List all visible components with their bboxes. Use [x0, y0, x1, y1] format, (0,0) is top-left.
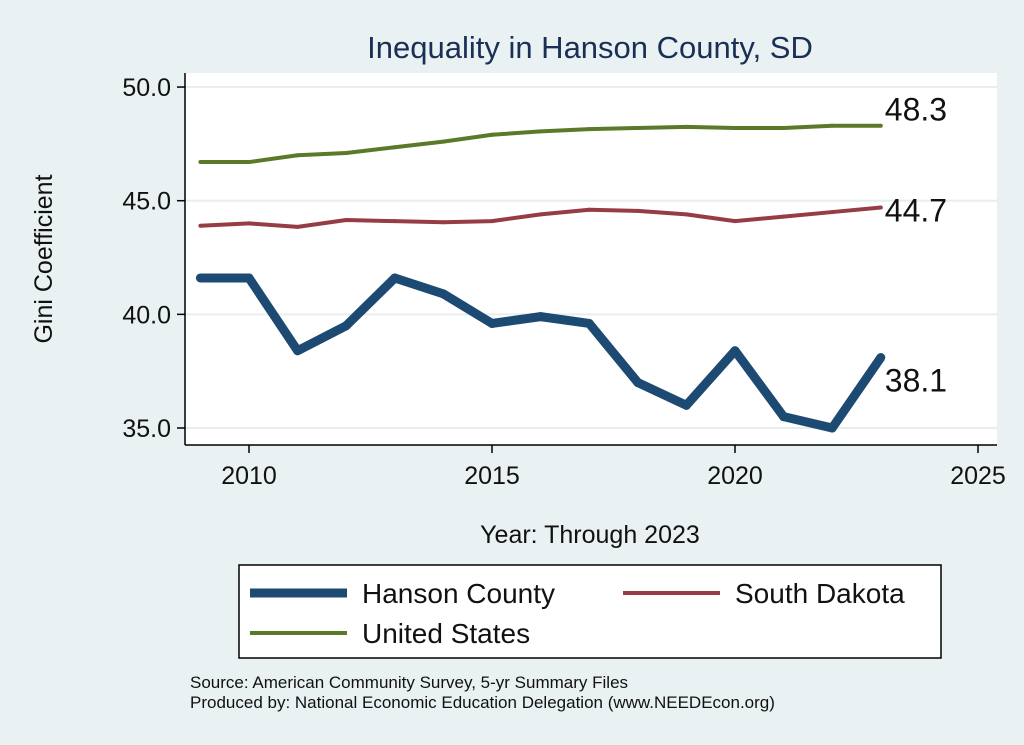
x-axis-title: Year: Through 2023	[480, 521, 700, 549]
data-point-united-states	[684, 124, 689, 129]
data-point-south-dakota	[635, 208, 640, 213]
data-point-south-dakota	[490, 219, 494, 224]
data-point-south-dakota	[295, 224, 300, 229]
data-point-south-dakota	[781, 214, 786, 219]
data-point-hanson-county	[438, 289, 448, 299]
data-point-hanson-county	[487, 318, 497, 328]
y-tick-label: 35.0	[122, 415, 171, 443]
y-tick-label: 50.0	[122, 74, 171, 102]
data-point-hanson-county	[681, 400, 691, 410]
data-point-united-states	[392, 145, 397, 150]
legend-label-united-states: United States	[362, 618, 530, 649]
data-point-hanson-county	[876, 353, 886, 363]
legend-label-south-dakota: South Dakota	[735, 578, 905, 609]
data-point-south-dakota	[198, 223, 203, 228]
data-point-united-states	[587, 127, 592, 132]
axes	[184, 73, 997, 446]
data-point-south-dakota	[441, 220, 446, 225]
end-label-united-states: 48.3	[885, 92, 947, 128]
legend: Hanson County South Dakota United States	[238, 564, 942, 659]
x-tick-label: 2010	[221, 462, 277, 490]
data-point-united-states	[295, 153, 300, 158]
data-point-hanson-county	[195, 273, 205, 283]
data-point-united-states	[878, 123, 883, 128]
data-point-hanson-county	[390, 273, 400, 283]
y-axis-ticks: 35.0 40.0 45.0 50.0	[122, 74, 185, 443]
produced-by-line: Produced by: National Economic Education…	[190, 693, 775, 712]
data-point-hanson-county	[244, 273, 254, 283]
end-label-south-dakota: 44.7	[885, 193, 947, 229]
data-point-south-dakota	[878, 205, 883, 210]
y-tick-label: 45.0	[122, 188, 171, 216]
data-point-united-states	[635, 125, 640, 130]
data-point-hanson-county	[341, 321, 351, 331]
legend-box	[238, 564, 942, 659]
data-point-united-states	[441, 139, 446, 144]
chart-title: Inequality in Hanson County, SD	[367, 30, 813, 65]
data-point-hanson-county	[730, 346, 740, 356]
y-axis-title: Gini Coefficient	[30, 174, 58, 343]
data-point-south-dakota	[733, 219, 737, 224]
data-point-hanson-county	[584, 318, 594, 328]
data-point-united-states	[781, 125, 786, 130]
data-point-hanson-county	[779, 412, 789, 422]
x-tick-label: 2015	[464, 462, 520, 490]
data-point-south-dakota	[538, 212, 543, 217]
y-tick-label: 40.0	[122, 301, 171, 329]
x-axis-ticks: 2010 2015 2020 2025	[221, 445, 1006, 490]
series-lines	[195, 123, 886, 433]
end-labels: 38.1 44.7 48.3	[885, 92, 947, 399]
data-point-united-states	[490, 132, 494, 137]
data-point-south-dakota	[587, 207, 592, 212]
data-point-south-dakota	[392, 219, 397, 224]
data-point-united-states	[538, 129, 543, 134]
data-point-united-states	[198, 160, 203, 165]
data-point-united-states	[830, 123, 835, 128]
data-point-south-dakota	[684, 212, 689, 217]
data-point-hanson-county	[536, 312, 546, 322]
x-tick-label: 2020	[707, 462, 763, 490]
data-point-united-states	[733, 125, 737, 130]
legend-label-hanson-county: Hanson County	[362, 578, 555, 609]
x-tick-label: 2025	[950, 462, 1006, 490]
data-point-united-states	[247, 160, 251, 165]
end-label-hanson-county: 38.1	[885, 363, 947, 399]
data-point-united-states	[344, 150, 349, 155]
grid-lines	[185, 86, 997, 429]
data-point-south-dakota	[830, 210, 835, 215]
data-point-hanson-county	[827, 423, 837, 433]
data-point-hanson-county	[633, 378, 643, 388]
data-point-south-dakota	[344, 218, 349, 223]
data-point-hanson-county	[293, 346, 303, 356]
source-line: Source: American Community Survey, 5-yr …	[190, 673, 628, 692]
data-point-south-dakota	[247, 221, 251, 226]
